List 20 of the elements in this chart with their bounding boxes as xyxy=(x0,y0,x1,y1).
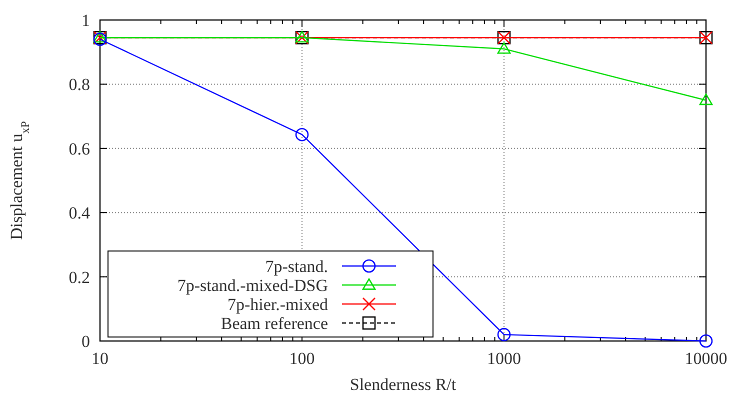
y-tick-label: 1 xyxy=(82,10,90,30)
legend-label: 7p-stand. xyxy=(265,256,328,276)
legend-label: 7p-hier.-mixed xyxy=(227,294,328,314)
x-tick-label: 100 xyxy=(289,349,315,368)
x-tick-label: 1000 xyxy=(487,349,521,368)
y-tick-label: 0.8 xyxy=(68,75,90,94)
x-tick-label: 10000 xyxy=(684,349,728,368)
legend-label: Beam reference xyxy=(220,314,328,333)
x-tick-label: 10 xyxy=(92,349,108,368)
y-tick-label: 0.2 xyxy=(68,268,90,287)
y-tick-label: 0.6 xyxy=(68,139,90,158)
point xyxy=(295,128,309,142)
point xyxy=(699,94,713,106)
y-tick-label: 0 xyxy=(82,332,90,351)
y-tick-label: 0.4 xyxy=(68,204,90,223)
point xyxy=(497,42,511,54)
point xyxy=(699,334,713,348)
x-axis-title: Slenderness R/t xyxy=(350,375,456,394)
legend-label: 7p-stand.-mixed-DSG xyxy=(177,276,328,295)
point xyxy=(497,328,511,342)
